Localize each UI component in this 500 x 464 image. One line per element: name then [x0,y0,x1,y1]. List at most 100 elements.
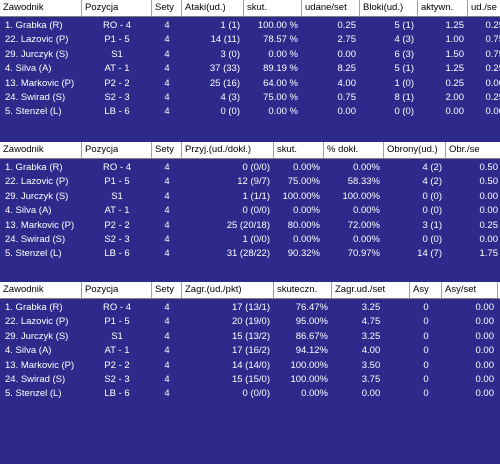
column-header[interactable]: skut. [274,142,324,158]
stat-cell: 3.75 [361,374,381,385]
table-row[interactable]: 29. Jurczyk (S) S1 4 15 (13/2) 86.67% 3.25 0 0.… [0,330,500,344]
stat-cell: 4 (3) [220,92,240,103]
column-header[interactable]: Ataki(ud.) [182,0,244,16]
column-header[interactable]: Obr./se [446,142,500,158]
stat-cell: 2.75 [337,34,357,46]
table-row[interactable]: 5. Stenzel (L) LB - 6 4 31 (28/22) 90.32% 70.… [0,247,500,261]
table-row[interactable]: 4. Silva (A) AT - 1 4 37 (33) 89.19 % 8.25 5 (… [0,62,500,76]
stat-cell: 4 [164,359,170,371]
column-header[interactable]: Sety [152,142,182,158]
stat-cell: 0.00 [475,388,495,400]
stat-cell: 17 (16/2) [231,345,270,357]
stat-cell: 89.19 % [263,63,298,75]
table-row[interactable]: 13. Markovic (P) P2 - 2 4 14 (14/0) 100.00% 3… [0,359,500,373]
stat-cell: 1.25 [445,63,465,75]
stat-cell: 0 [423,359,429,371]
player-name: 29. Jurczyk (S) [5,330,69,342]
player-name: 29. Jurczyk (S) [5,190,69,202]
column-header[interactable]: Zagr.ud./set [332,282,410,298]
column-header[interactable]: skuteczn. [274,282,332,298]
stat-cell: 0.75 [337,92,357,103]
column-header[interactable]: Pozycja [82,282,152,298]
stat-cell: 100.00% [290,374,328,385]
stat-cell: 4 [164,205,170,217]
column-header[interactable]: Zagr.(ud./pkt) [182,282,274,298]
column-header[interactable]: Sety [152,282,182,298]
table-row[interactable]: 24. Swirad (S) S2 - 3 4 15 (15/0) 100.00% 3.7… [0,373,500,387]
stat-cell: 4.00 [337,77,357,89]
player-name: 24. Swirad (S) [5,374,66,385]
table-row[interactable]: 5. Stenzel (L) LB - 6 4 0 (0/0) 0.00% 0.00 0 0.… [0,387,500,401]
stat-cell: 0 [423,316,429,328]
table-row[interactable]: 24. Swirad (S) S2 - 3 4 4 (3) 75.00 % 0.75 8 (… [0,91,500,105]
stat-cell: 75.00% [287,176,320,188]
table-row[interactable]: 1. Grabka (R) RO - 4 4 1 (1) 100.00 % 0.25 5 (… [0,19,500,33]
table-row[interactable]: 4. Silva (A) AT - 1 4 17 (16/2) 94.12% 4.00 0 0… [0,344,500,358]
column-header[interactable]: aktywn. [418,0,468,16]
column-header[interactable]: Pozycja [82,142,152,158]
stat-cell: 1.25 [445,20,465,31]
table-row[interactable]: 1. Grabka (R) RO - 4 4 0 (0/0) 0.00% 0.00% 4 (… [0,161,500,175]
stat-cell: 0.00 [479,234,499,245]
stat-cell: 25 (16) [209,77,240,89]
stat-cell: AT - 1 [104,63,130,75]
stat-cell: 4 [164,316,170,328]
table-row[interactable]: 29. Jurczyk (S) S1 4 3 (0) 0.00 % 0.00 6 (3) 1.… [0,48,500,62]
column-header[interactable]: Asy/set [442,282,498,298]
stat-cell: 0 (0) [220,106,240,118]
stat-cell: 76.47% [295,302,328,313]
player-name: 22. Lazovic (P) [5,34,69,46]
stat-cell: 4 (2) [422,176,442,188]
stat-cell: 3.50 [361,359,381,371]
column-header[interactable]: ud./se [468,0,500,16]
table-row[interactable]: 22. Lazovic (P) P1 - 5 4 20 (19/0) 95.00% 4.7… [0,315,500,329]
column-header[interactable]: Asy [410,282,442,298]
stat-cell: 3 (1) [422,219,442,231]
table-row[interactable]: 29. Jurczyk (S) S1 4 1 (1/1) 100.00% 100.00% 0… [0,190,500,204]
stat-cell: 1 (1/1) [242,190,270,202]
column-header[interactable]: Zawodnik [0,282,82,298]
stat-cell: LB - 6 [104,388,130,400]
table-row[interactable]: 22. Lazovic (P) P1 - 5 4 12 (9/7) 75.00% 58.3… [0,175,500,189]
table-row[interactable]: 4. Silva (A) AT - 1 4 0 (0/0) 0.00% 0.00% 0 (0… [0,204,500,218]
stat-cell: 4 [164,34,170,46]
stat-cell: 4 [164,48,170,60]
column-header[interactable]: % dokł. [324,142,384,158]
stat-cell: 0.00 % [268,48,298,60]
stat-cell: 4 [164,374,170,385]
player-name: 13. Markovic (P) [5,359,75,371]
stat-cell: 0.00 [479,190,499,202]
table-row[interactable]: 22. Lazovic (P) P1 - 5 4 14 (11) 78.57 % 2.75… [0,33,500,47]
column-header[interactable]: Zawodnik [0,0,82,16]
column-header[interactable]: Bloki(ud.) [360,0,418,16]
stat-cell: 0 [423,388,429,400]
table-row[interactable]: 1. Grabka (R) RO - 4 4 17 (13/1) 76.47% 3.25 0… [0,301,500,315]
stat-cell: 0 (0) [422,205,442,217]
stat-cell: 0.75 [485,34,500,46]
column-header[interactable]: Zawodnik [0,142,82,158]
player-name: 13. Markovic (P) [5,77,75,89]
column-header[interactable]: Obrony(ud.) [384,142,446,158]
stat-cell: 0.00 [475,374,495,385]
stat-cell: 0.00 [475,359,495,371]
column-header[interactable]: skut. [244,0,302,16]
table-row[interactable]: 13. Markovic (P) P2 - 2 4 25 (16) 64.00 % 4.0… [0,77,500,91]
table-row[interactable]: 13. Markovic (P) P2 - 2 4 25 (20/18) 80.00% 7… [0,219,500,233]
stat-cell: AT - 1 [104,345,130,357]
stat-cell: 100.00 % [257,20,298,31]
column-header[interactable]: Przyj.(ud./dokł.) [182,142,274,158]
table-row[interactable]: 5. Stenzel (L) LB - 6 4 0 (0) 0.00 % 0.00 0 (0… [0,105,500,119]
stat-cell: 4 [164,345,170,357]
stat-cell: 14 (7) [417,248,442,260]
stat-cell: 37 (33) [209,63,240,75]
stat-cell: 1.00 [445,34,465,46]
stat-cell: 0.00 [337,106,357,118]
stat-cell: 1 (1) [220,20,240,31]
stat-cell: 1.50 [445,48,465,60]
player-name: 5. Stenzel (L) [5,248,62,260]
stat-cell: 14 (14/0) [231,359,270,371]
column-header[interactable]: udane/set [302,0,360,16]
table-row[interactable]: 24. Swirad (S) S2 - 3 4 1 (0/0) 0.00% 0.00% 0 … [0,233,500,247]
column-header[interactable]: Sety [152,0,182,16]
column-header[interactable]: Pozycja [82,0,152,16]
